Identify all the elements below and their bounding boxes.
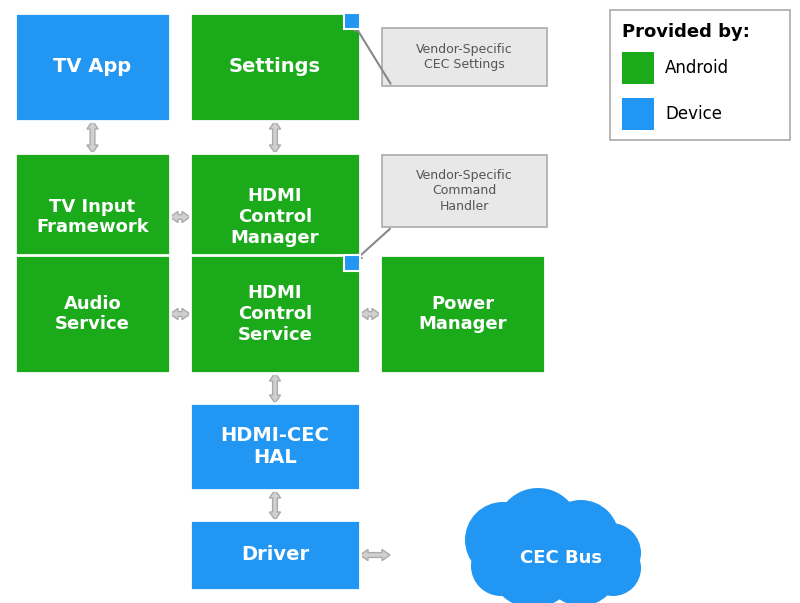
Polygon shape: [87, 255, 98, 281]
Bar: [190, 13, 360, 121]
Circle shape: [471, 536, 531, 596]
FancyBboxPatch shape: [382, 155, 547, 227]
Circle shape: [543, 500, 619, 576]
Bar: [190, 520, 360, 590]
Polygon shape: [360, 308, 380, 320]
Bar: [610, 10, 790, 140]
Bar: [190, 153, 360, 281]
Circle shape: [496, 488, 580, 572]
Text: CEC Bus: CEC Bus: [520, 549, 602, 567]
Bar: [622, 52, 654, 84]
Text: TV App: TV App: [54, 57, 131, 77]
Circle shape: [488, 518, 578, 603]
Polygon shape: [360, 549, 390, 561]
Circle shape: [465, 502, 541, 578]
Polygon shape: [270, 121, 281, 153]
Circle shape: [543, 530, 619, 603]
Bar: [15, 255, 170, 373]
Polygon shape: [170, 212, 190, 223]
Text: Settings: Settings: [229, 57, 321, 77]
Circle shape: [585, 540, 641, 596]
Bar: [15, 153, 170, 281]
Text: Provided by:: Provided by:: [622, 23, 750, 41]
Polygon shape: [270, 490, 281, 520]
Bar: [190, 255, 360, 373]
Text: HDMI
Control
Service: HDMI Control Service: [238, 284, 313, 344]
Circle shape: [581, 523, 641, 583]
Text: Device: Device: [665, 105, 722, 123]
Text: Power
Manager: Power Manager: [418, 295, 506, 333]
Text: Driver: Driver: [241, 546, 309, 564]
Text: Vendor-Specific
CEC Settings: Vendor-Specific CEC Settings: [416, 43, 513, 71]
Text: HDMI
Control
Manager: HDMI Control Manager: [230, 187, 319, 247]
Text: HDMI-CEC
HAL: HDMI-CEC HAL: [221, 426, 330, 467]
Bar: [344, 13, 360, 29]
Polygon shape: [170, 308, 190, 320]
Polygon shape: [270, 373, 281, 403]
Bar: [190, 403, 360, 490]
Text: Vendor-Specific
Command
Handler: Vendor-Specific Command Handler: [416, 169, 513, 212]
Bar: [622, 98, 654, 130]
Bar: [15, 13, 170, 121]
FancyBboxPatch shape: [382, 28, 547, 86]
Text: TV Input
Framework: TV Input Framework: [36, 198, 149, 236]
Text: Android: Android: [665, 59, 729, 77]
Polygon shape: [87, 121, 98, 153]
Bar: [344, 255, 360, 271]
Bar: [380, 255, 545, 373]
Text: Audio
Service: Audio Service: [55, 295, 130, 333]
Polygon shape: [270, 255, 281, 281]
